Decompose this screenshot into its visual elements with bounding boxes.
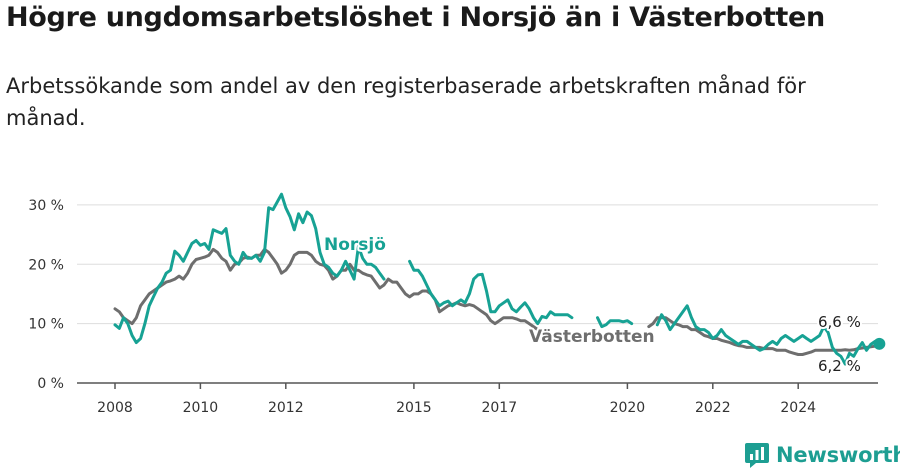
x-axis: 2008 2010 2012 2015 2017 2020 2022 2024 — [77, 382, 878, 416]
norsjo-series-label: Norsjö — [324, 235, 386, 255]
x-tick-label: 2012 — [268, 400, 304, 416]
norsjo-line — [113, 192, 386, 345]
norsjo-end-label: 6,6 % — [818, 313, 861, 331]
grid-lines — [77, 204, 878, 325]
norsjo-end-marker — [873, 337, 886, 350]
series-lines — [113, 192, 886, 366]
x-tick-label: 2022 — [695, 400, 731, 416]
newsworthy-brand[interactable]: Newsworthy — [744, 441, 900, 469]
x-tick-label: 2015 — [396, 400, 432, 416]
x-tick-label: 2008 — [97, 400, 133, 416]
x-tick-label: 2017 — [481, 400, 517, 416]
norsjo-line — [655, 304, 881, 366]
y-axis-ticks: 0 % 10 % 20 % 30 % — [28, 198, 64, 392]
x-tick-label: 2020 — [610, 400, 646, 416]
norsjo-line — [596, 316, 634, 329]
newsworthy-logo-icon — [745, 443, 769, 468]
chart-subtitle: Arbetssökande som andel av den registerb… — [6, 74, 806, 130]
vasterbotten-series-label: Västerbotten — [529, 327, 655, 347]
series-labels: Norsjö Västerbotten 6,6 % 6,2 % — [322, 233, 863, 377]
y-tick-label: 0 % — [37, 376, 64, 392]
y-tick-label: 20 % — [28, 257, 64, 273]
brand-name: Newsworthy — [776, 443, 900, 467]
chart-title: Högre ungdomsarbetslöshet i Norsjö än i … — [6, 2, 825, 33]
y-tick-label: 10 % — [28, 317, 64, 333]
y-tick-label: 30 % — [28, 198, 64, 214]
x-tick-label: 2024 — [780, 400, 816, 416]
vasterbotten-end-label: 6,2 % — [818, 357, 861, 375]
vasterbotten-line — [113, 247, 544, 332]
x-tick-label: 2010 — [183, 400, 219, 416]
norsjo-line — [408, 259, 574, 326]
